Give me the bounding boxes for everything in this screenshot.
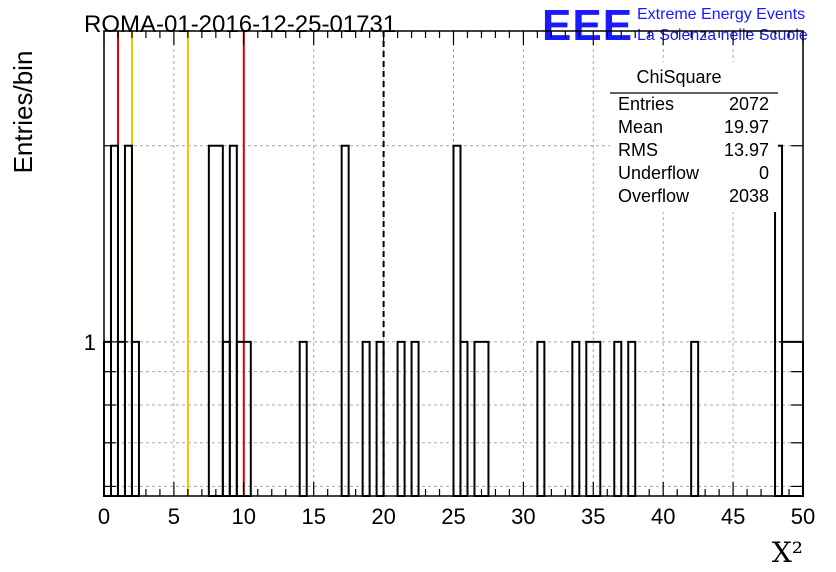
stats-row-label: Entries bbox=[618, 94, 674, 114]
x-tick-label: 5 bbox=[168, 504, 180, 529]
tick-labels: 0 5 10 15 20 25 30 35 40 45 50 1 bbox=[84, 330, 815, 529]
histogram-bin bbox=[298, 340, 308, 497]
histogram-bin bbox=[459, 340, 469, 497]
stats-row-label: Underflow bbox=[618, 163, 700, 183]
stats-row-label: Mean bbox=[618, 117, 663, 137]
x-tick-label: 15 bbox=[301, 504, 325, 529]
stats-row-value: 2072 bbox=[729, 94, 769, 114]
histogram-bin bbox=[130, 340, 140, 497]
stats-box-title: ChiSquare bbox=[636, 67, 721, 87]
stats-row-label: RMS bbox=[618, 140, 658, 160]
histogram-bin bbox=[109, 144, 119, 498]
eee-logo: EEE Extreme Energy Events La Scienza nel… bbox=[542, 1, 808, 50]
x-tick-label: 20 bbox=[371, 504, 395, 529]
x-tick-label: 25 bbox=[441, 504, 465, 529]
x-tick-label: 35 bbox=[581, 504, 605, 529]
stats-row-value: 13.97 bbox=[724, 140, 769, 160]
histogram-bin bbox=[221, 340, 231, 497]
histogram-bars bbox=[103, 144, 805, 498]
histogram-bin bbox=[375, 340, 385, 497]
histogram-bin bbox=[228, 144, 238, 498]
stats-row-value: 19.97 bbox=[724, 117, 769, 137]
x-tick-label: 10 bbox=[232, 504, 256, 529]
x-tick-label: 45 bbox=[721, 504, 745, 529]
chart-title: ROMA-01-2016-12-25-01731 bbox=[84, 11, 396, 38]
histogram-bin bbox=[571, 340, 581, 497]
logo-mark: EEE bbox=[542, 1, 633, 50]
stats-row-label: Overflow bbox=[618, 186, 690, 206]
axes bbox=[103, 30, 804, 497]
histogram-bin bbox=[123, 144, 133, 498]
logo-line-1: Extreme Energy Events bbox=[637, 6, 805, 23]
x-tick-label: 30 bbox=[511, 504, 535, 529]
histogram-bin bbox=[536, 340, 546, 497]
y-axis-label: Entries/bin bbox=[8, 51, 38, 174]
histogram-bin bbox=[452, 144, 462, 498]
histogram-bin bbox=[340, 144, 350, 498]
histogram-bin bbox=[116, 340, 126, 497]
stats-row-value: 2038 bbox=[729, 186, 769, 206]
histogram-bin bbox=[781, 340, 805, 497]
histogram-bin bbox=[410, 340, 420, 497]
stats-row-value: 0 bbox=[759, 163, 769, 183]
histogram-bin bbox=[396, 340, 406, 497]
x-tick-label: 0 bbox=[98, 504, 110, 529]
histogram-bin bbox=[207, 144, 224, 498]
histogram-bin bbox=[361, 340, 371, 497]
histogram-bin bbox=[585, 340, 602, 497]
histogram-bin bbox=[473, 340, 490, 497]
histogram-bin bbox=[690, 340, 700, 497]
y-tick-label: 1 bbox=[84, 330, 96, 355]
stats-box-background bbox=[610, 62, 778, 212]
x-tick-label: 50 bbox=[791, 504, 815, 529]
x-axis-label: X² bbox=[772, 536, 803, 569]
histogram-bin bbox=[103, 340, 112, 497]
histogram-bin bbox=[613, 340, 623, 497]
stats-box: ChiSquare Entries 2072 Mean 19.97 RMS 13.97 Un… bbox=[610, 62, 778, 212]
x-tick-label: 40 bbox=[651, 504, 675, 529]
histogram-bin bbox=[627, 340, 637, 497]
